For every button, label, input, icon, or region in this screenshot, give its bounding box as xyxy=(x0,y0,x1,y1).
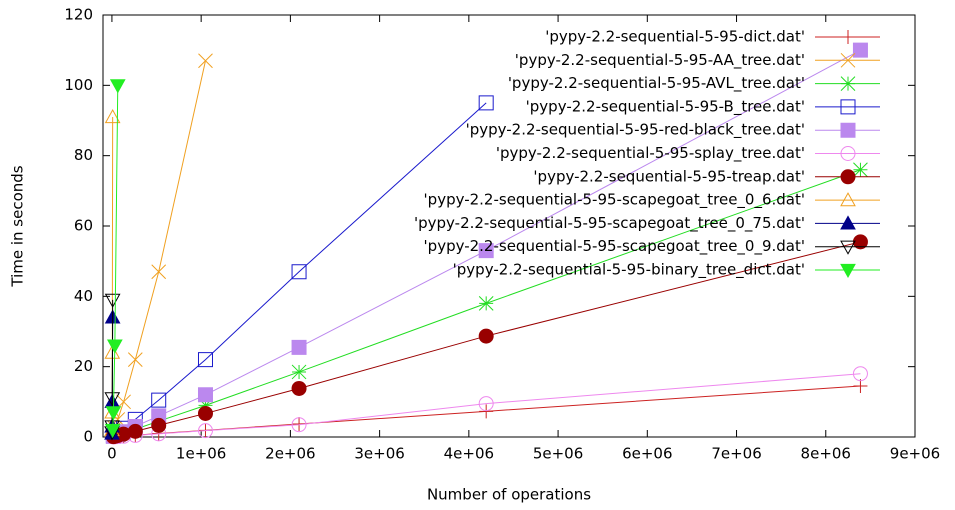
marker xyxy=(151,392,167,408)
legend-marker xyxy=(840,192,856,207)
x-tick-label: 2e+06 xyxy=(265,445,315,463)
marker xyxy=(104,423,121,438)
legend-label: 'pypy-2.2-sequential-5-95-dict.dat' xyxy=(545,28,805,46)
x-tick-label: 0 xyxy=(107,445,117,463)
x-tick-label: 8e+06 xyxy=(801,445,851,463)
marker xyxy=(151,417,167,433)
series-line xyxy=(112,85,119,430)
x-tick-label: 9e+06 xyxy=(890,445,940,463)
legend-marker xyxy=(840,99,856,115)
y-tick-label: 120 xyxy=(64,6,93,24)
y-axis-label: Time in seconds xyxy=(9,165,27,287)
y-tick-label: 0 xyxy=(83,428,93,446)
legend-marker xyxy=(840,146,856,161)
legend-marker xyxy=(841,30,855,44)
marker xyxy=(852,42,868,58)
marker xyxy=(197,387,213,403)
x-tick-label: 1e+06 xyxy=(176,445,226,463)
marker xyxy=(852,366,868,382)
marker xyxy=(853,162,868,178)
legend-marker xyxy=(840,263,856,279)
marker xyxy=(104,293,121,308)
legend-label: 'pypy-2.2-sequential-5-95-scapegoat_tree… xyxy=(424,237,805,256)
marker xyxy=(291,264,307,280)
legend-marker xyxy=(840,240,856,255)
marker xyxy=(853,379,868,394)
legend-label: 'pypy-2.2-sequential-5-95-splay_tree.dat… xyxy=(496,144,805,163)
x-axis-label: Number of operations xyxy=(427,486,591,504)
marker xyxy=(478,396,494,412)
series-line xyxy=(113,373,861,438)
marker xyxy=(291,417,307,433)
marker xyxy=(291,380,307,396)
marker xyxy=(104,108,121,124)
legend-label: 'pypy-2.2-sequential-5-95-AA_tree.dat' xyxy=(515,51,805,70)
marker xyxy=(104,392,121,407)
legend-label: 'pypy-2.2-sequential-5-95-scapegoat_tree… xyxy=(414,214,805,233)
marker xyxy=(109,79,126,94)
marker xyxy=(478,243,494,259)
legend-label: 'pypy-2.2-sequential-5-95-scapegoat_tree… xyxy=(424,191,805,210)
legend-marker xyxy=(840,76,856,91)
y-tick-label: 20 xyxy=(74,357,93,375)
marker xyxy=(198,53,213,69)
marker xyxy=(478,95,494,111)
x-tick-label: 7e+06 xyxy=(711,445,761,463)
marker xyxy=(105,406,122,421)
y-tick-label: 60 xyxy=(74,217,93,235)
legend-marker xyxy=(840,169,856,185)
x-tick-label: 3e+06 xyxy=(354,445,404,463)
x-tick-label: 4e+06 xyxy=(444,445,494,463)
x-tick-label: 5e+06 xyxy=(533,445,583,463)
legend-label: 'pypy-2.2-sequential-5-95-AVL_tree.dat' xyxy=(508,74,805,93)
x-tick-label: 6e+06 xyxy=(622,445,672,463)
series-line xyxy=(112,60,206,433)
marker xyxy=(478,296,494,311)
marker xyxy=(479,404,494,419)
marker xyxy=(127,423,143,439)
legend-marker xyxy=(840,122,856,138)
marker xyxy=(197,423,213,439)
marker xyxy=(127,352,143,367)
marker xyxy=(478,328,494,344)
legend-label: 'pypy-2.2-sequential-5-95-treap.dat' xyxy=(533,167,805,185)
y-tick-label: 80 xyxy=(74,146,93,164)
legend-label: 'pypy-2.2-sequential-5-95-red-black_tree… xyxy=(466,121,805,140)
y-tick-label: 40 xyxy=(74,287,93,305)
marker xyxy=(106,339,123,354)
legend-marker xyxy=(840,215,856,230)
legend-marker xyxy=(840,52,856,68)
marker xyxy=(198,397,213,413)
marker xyxy=(197,352,213,368)
marker xyxy=(291,339,307,355)
marker xyxy=(291,364,307,380)
legend-label: 'pypy-2.2-sequential-5-95-B_tree.dat' xyxy=(526,97,805,116)
y-tick-label: 100 xyxy=(64,76,93,94)
marker xyxy=(852,234,868,250)
marker xyxy=(197,405,213,421)
legend-label: 'pypy-2.2-sequential-5-95-binary_tree_di… xyxy=(453,261,805,280)
marker xyxy=(151,264,167,280)
